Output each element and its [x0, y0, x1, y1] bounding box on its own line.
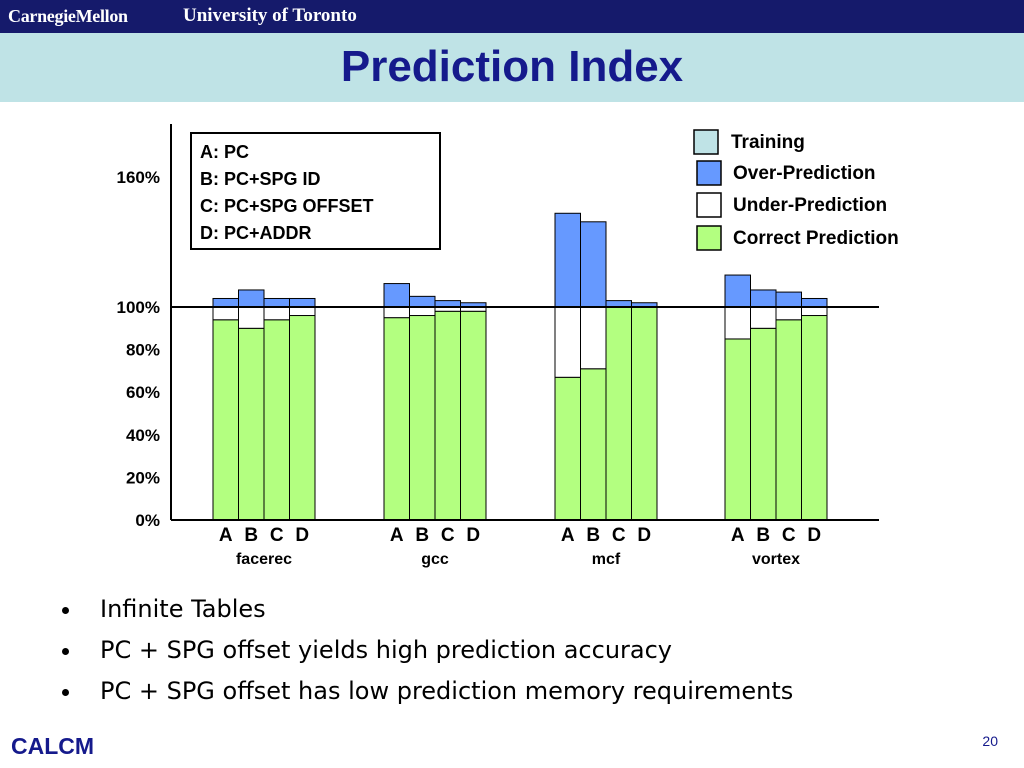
- slide-title: Prediction Index: [340, 42, 684, 91]
- bar-correct-prediction: [212, 319, 239, 521]
- group-label: mcf: [592, 551, 621, 568]
- university-of-toronto-logo: University of Toronto: [183, 5, 357, 26]
- carnegie-mellon-logo: CarnegieMellon: [8, 6, 128, 26]
- x-tick-label: C: [782, 525, 796, 546]
- bar-under-prediction: [801, 306, 828, 317]
- key-entry: B: PC+SPG ID: [200, 169, 321, 189]
- x-tick-label: B: [756, 525, 770, 546]
- bar-over-prediction: [580, 221, 607, 308]
- x-tick-label: A: [561, 525, 575, 546]
- bar-under-prediction: [775, 306, 802, 321]
- bar-under-prediction: [409, 306, 436, 317]
- bar-correct-prediction: [460, 310, 487, 521]
- bar-correct-prediction: [238, 327, 265, 521]
- bullet-item: PC + SPG offset yields high prediction a…: [60, 633, 793, 674]
- bar-over-prediction: [289, 297, 316, 308]
- bar-over-prediction: [383, 283, 410, 308]
- bar-under-prediction: [580, 306, 607, 370]
- bar-over-prediction: [263, 297, 290, 308]
- y-tick-label: 60%: [126, 383, 160, 402]
- key-box: [190, 132, 441, 250]
- x-tick-label: A: [219, 525, 233, 546]
- header-bar: CarnegieMellon University of Toronto: [0, 0, 1024, 33]
- group-label: gcc: [421, 551, 449, 568]
- bar-correct-prediction: [383, 317, 410, 521]
- bar-over-prediction: [238, 289, 265, 308]
- bar-correct-prediction: [554, 376, 581, 521]
- bar-under-prediction: [238, 306, 265, 329]
- x-tick-label: D: [637, 525, 651, 546]
- bullet-item: Infinite Tables: [60, 592, 793, 633]
- bar-over-prediction: [724, 274, 751, 308]
- bar-over-prediction: [409, 295, 436, 308]
- bullet-text: Infinite Tables: [100, 595, 266, 623]
- x-tick-label: C: [612, 525, 626, 546]
- bar-under-prediction: [383, 306, 410, 319]
- key-entry: D: PC+ADDR: [200, 223, 312, 243]
- bar-under-prediction: [750, 306, 777, 329]
- y-tick-label: 20%: [126, 468, 160, 487]
- legend-swatch: [696, 192, 722, 218]
- bar-correct-prediction: [631, 306, 658, 521]
- x-tick-label: D: [807, 525, 821, 546]
- bullet-dot-icon: [62, 689, 69, 696]
- y-tick-label: 160%: [117, 168, 160, 187]
- y-tick-label: 0%: [135, 511, 160, 530]
- bar-correct-prediction: [605, 306, 632, 521]
- calcm-logo: CALCM: [11, 733, 95, 759]
- bar-over-prediction: [801, 297, 828, 308]
- bar-correct-prediction: [289, 315, 316, 521]
- x-tick-label: A: [731, 525, 745, 546]
- page-number: 20: [982, 733, 998, 749]
- x-tick-label: B: [586, 525, 600, 546]
- group-label: facerec: [236, 551, 292, 568]
- bar-under-prediction: [554, 306, 581, 378]
- group-label: vortex: [752, 551, 800, 568]
- bar-over-prediction: [212, 297, 239, 308]
- bar-under-prediction: [263, 306, 290, 321]
- bar-under-prediction: [724, 306, 751, 340]
- legend-label: Correct Prediction: [733, 228, 899, 249]
- bar-under-prediction: [289, 306, 316, 317]
- bar-over-prediction: [775, 291, 802, 308]
- key-entry: C: PC+SPG OFFSET: [200, 196, 374, 216]
- bar-under-prediction: [212, 306, 239, 321]
- bar-correct-prediction: [434, 310, 461, 521]
- y-tick-label: 100%: [117, 298, 160, 317]
- key-entry: A: PC: [200, 142, 249, 162]
- bullet-item: PC + SPG offset has low prediction memor…: [60, 674, 793, 715]
- bar-correct-prediction: [801, 315, 828, 521]
- bullet-dot-icon: [62, 607, 69, 614]
- bar-correct-prediction: [724, 338, 751, 521]
- bar-correct-prediction: [263, 319, 290, 521]
- bar-correct-prediction: [775, 319, 802, 521]
- x-tick-label: A: [390, 525, 404, 546]
- legend-swatch: [696, 160, 722, 186]
- bar-over-prediction: [750, 289, 777, 308]
- x-tick-label: D: [466, 525, 480, 546]
- legend-label: Training: [731, 132, 805, 153]
- bullet-list: Infinite Tables PC + SPG offset yields h…: [60, 592, 793, 715]
- bar-correct-prediction: [409, 315, 436, 521]
- bar-correct-prediction: [750, 327, 777, 521]
- title-bar: Prediction Index: [0, 33, 1024, 102]
- bullet-dot-icon: [62, 648, 69, 655]
- legend-swatch: [693, 129, 719, 155]
- bullet-text: PC + SPG offset yields high prediction a…: [100, 636, 673, 664]
- y-tick-label: 40%: [126, 426, 160, 445]
- legend-swatch: [696, 225, 722, 251]
- bar-correct-prediction: [580, 368, 607, 521]
- x-tick-label: C: [270, 525, 284, 546]
- legend-label: Under-Prediction: [733, 195, 887, 216]
- bullet-text: PC + SPG offset has low prediction memor…: [100, 677, 794, 705]
- y-tick-label: 80%: [126, 341, 160, 360]
- x-tick-label: D: [295, 525, 309, 546]
- legend-label: Over-Prediction: [733, 163, 876, 184]
- x-tick-label: C: [441, 525, 455, 546]
- bar-over-prediction: [554, 212, 581, 308]
- x-tick-label: B: [415, 525, 429, 546]
- x-tick-label: B: [244, 525, 258, 546]
